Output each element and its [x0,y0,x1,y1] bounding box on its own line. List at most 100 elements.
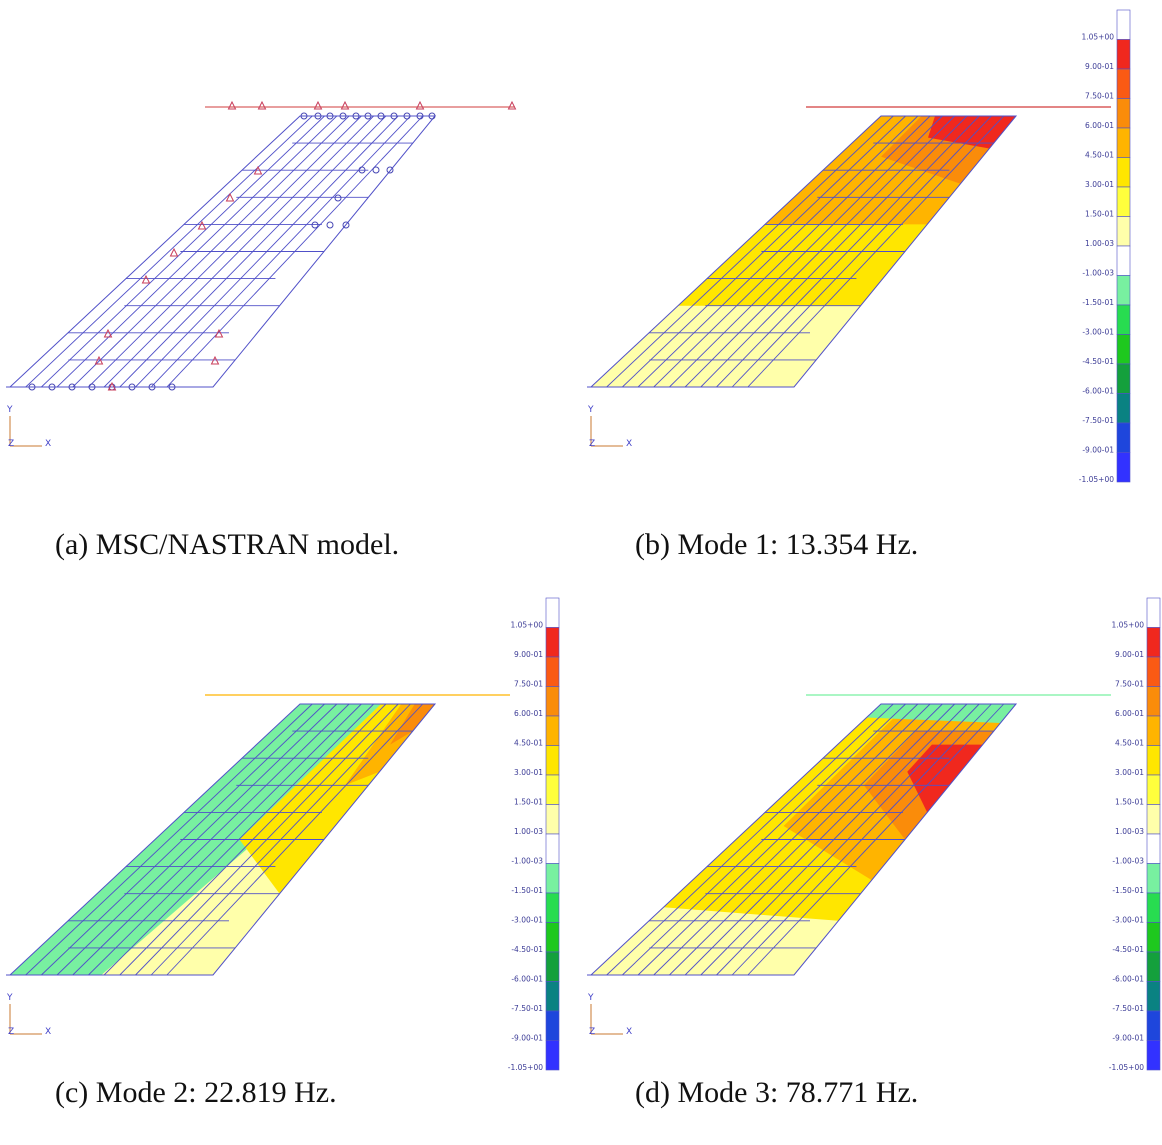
colorbar-label: -9.00-01 [1112,1034,1144,1043]
colorbar-swatch [1146,922,1161,953]
colorbar-label: 4.50-01 [514,739,543,748]
colorbar-swatch [545,1010,560,1041]
colorbar-label: -7.50-01 [511,1004,543,1013]
colorbar-swatch [1116,245,1131,276]
colorbar-swatch [1146,627,1161,658]
colorbar-swatch [1116,452,1131,483]
colorbar-swatch [1116,98,1131,129]
node-marker [428,112,436,120]
colorbar-swatch [545,627,560,658]
colorbar-label: 9.00-01 [1115,650,1144,659]
constraint-marker [103,328,113,338]
colorbar-label: -1.50-01 [1082,298,1114,307]
node-marker [403,112,411,120]
colorbar-swatch [1146,745,1161,776]
wing-outline [589,703,1018,976]
colorbar-swatch [545,863,560,894]
constraint-marker [227,100,237,110]
colorbar-swatch [1146,892,1161,923]
y-axis-label: Y [587,405,594,415]
spar-line [25,703,313,976]
node-marker [68,383,76,391]
colorbar-label: 3.00-01 [1085,180,1114,189]
colorbar-swatch [545,833,560,864]
colorbar-label: 1.00-03 [1115,827,1144,836]
colorbar-swatch [1146,833,1161,864]
colorbar-swatch [1146,951,1161,982]
constraint-marker [210,355,220,365]
wing-mesh [8,703,437,976]
colorbar-label: 1.05+00 [510,621,543,630]
colorbar-label: 6.00-01 [514,709,543,718]
colorbar-label: 1.00-03 [514,827,543,836]
colorbar-label: -1.50-01 [1112,886,1144,895]
colorbar-label: -7.50-01 [1082,416,1114,425]
colorbar-swatch [545,774,560,805]
colorbar: 1.05+00 9.00-01 7.50-01 6.00-01 4.50-01 3.00-… [1109,597,1161,1072]
colorbar-swatch [1146,863,1161,894]
panel-c-canvas: Y Z X 1.05+00 9.00-01 7.50-01 6.00-01 4.50-01 3… [6,597,560,1072]
z-axis-label: Z [8,1027,14,1037]
panel-a-canvas: Y Z X [6,100,517,449]
colorbar-label: -6.00-01 [511,975,543,984]
colorbar: 1.05+00 9.00-01 7.50-01 6.00-01 4.50-01 3.00-… [1079,9,1131,484]
contour-band [866,704,1016,723]
panel-b-caption: (b) Mode 1: 13.354 Hz. [635,528,919,561]
colorbar-swatch [1146,1040,1161,1071]
colorbar-label: -1.00-03 [511,857,543,866]
panel-c-caption: (c) Mode 2: 22.819 Hz. [55,1076,337,1109]
colorbar-swatch [1116,186,1131,217]
coordinate-triad: Y Z X [587,974,632,1037]
node-marker [311,221,319,229]
colorbar-swatch [1116,39,1131,70]
colorbar-swatch [545,686,560,717]
node-marker [326,112,334,120]
constraint-marker [169,247,179,257]
contour-band [907,744,983,813]
node-marker [377,112,385,120]
colorbar-label: -1.50-01 [511,886,543,895]
coordinate-triad: Y Z X [587,386,632,449]
colorbar-swatch [1116,422,1131,453]
node-marker [326,221,334,229]
contour-fill [591,694,1111,975]
colorbar-label: 4.50-01 [1115,739,1144,748]
colorbar-swatch [1116,68,1131,99]
node-marker [364,112,372,120]
colorbar-swatch [1116,275,1131,306]
constraint-marker [257,100,267,110]
colorbar-swatch [545,951,560,982]
panel-a: Y Z X (a) MSC/NASTRAN model. [0,0,581,561]
colorbar-label: 7.50-01 [514,680,543,689]
constraint-marker [340,100,350,110]
colorbar-swatch [1116,334,1131,365]
panel-c: Y Z X 1.05+00 9.00-01 7.50-01 6.00-01 4.50-01 3… [0,588,581,1145]
constraint-marker [141,274,151,284]
colorbar-swatch [1116,127,1131,158]
colorbar-swatch [545,656,560,687]
colorbar-label: 1.50-01 [514,798,543,807]
colorbar-label: 3.00-01 [514,768,543,777]
boundary-markers [28,100,517,391]
colorbar-label: 9.00-01 [1085,62,1114,71]
colorbar-swatch [1146,774,1161,805]
node-marker [88,383,96,391]
colorbar-label: -3.00-01 [1112,916,1144,925]
colorbar-label: 3.00-01 [1115,768,1144,777]
coordinate-triad: Y Z X [6,386,51,449]
node-marker [300,112,308,120]
node-marker [372,166,380,174]
colorbar-label: -1.05+00 [1109,1063,1144,1072]
colorbar-swatch [545,981,560,1012]
panel-b-canvas: Y Z X 1.05+00 9.00-01 7.50-01 6.00-01 4.50-01 3… [587,9,1131,484]
colorbar: 1.05+00 9.00-01 7.50-01 6.00-01 4.50-01 3.00-… [508,597,560,1072]
colorbar-swatch [545,804,560,835]
node-marker [390,112,398,120]
colorbar-label: 1.05+00 [1111,621,1144,630]
node-marker [128,383,136,391]
colorbar-label: -7.50-01 [1112,1004,1144,1013]
node-marker [352,112,360,120]
colorbar-swatch [545,922,560,953]
wing-mesh [589,115,1018,388]
colorbar-label: -9.00-01 [511,1034,543,1043]
